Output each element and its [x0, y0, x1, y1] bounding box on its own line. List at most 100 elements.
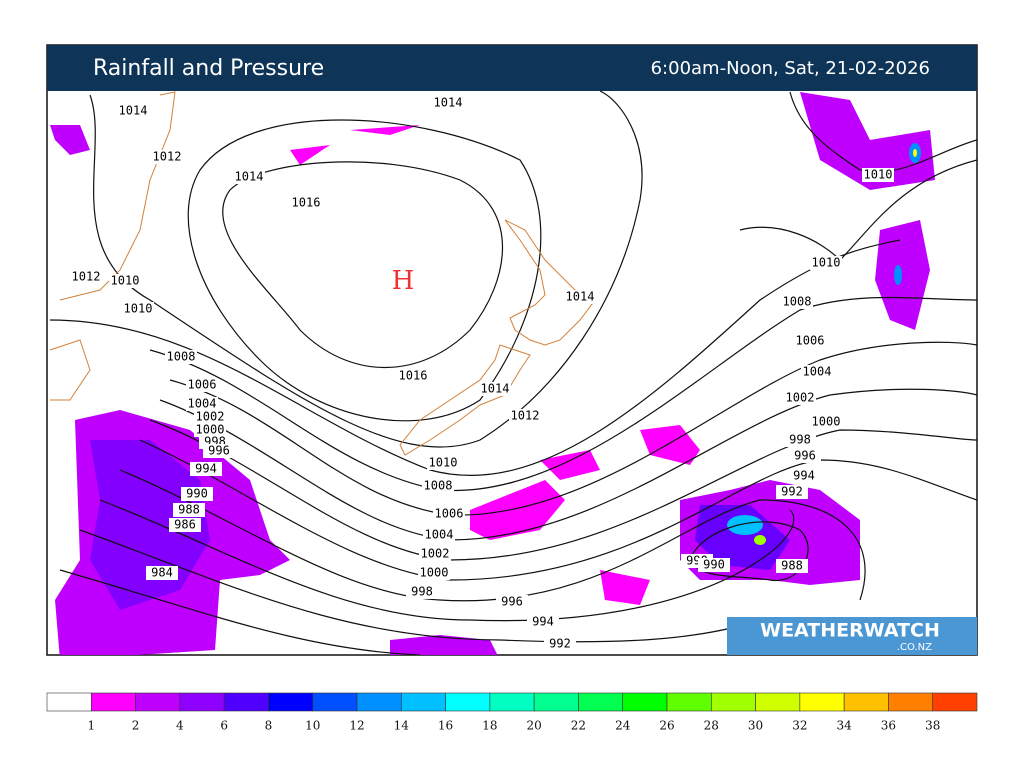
- isobar-label: 992: [781, 485, 803, 499]
- isobar-label-bg: [122, 302, 154, 316]
- legend-swatch: [533, 692, 579, 712]
- logo-box: [727, 617, 977, 655]
- isobar-label-bg: [190, 462, 222, 476]
- legend-label: 36: [881, 719, 896, 733]
- isobar-label-bg: [527, 615, 559, 629]
- map-body: [49, 91, 977, 655]
- legend-label: 18: [482, 719, 497, 733]
- isobar-label-bg: [784, 433, 816, 447]
- legend-label: 22: [571, 719, 586, 733]
- isobar-label-bg: [776, 559, 808, 573]
- isobar-label: 998: [411, 585, 433, 599]
- legend-swatch: [799, 692, 845, 712]
- isobar-label-bg: [794, 334, 826, 348]
- isobar-label: 1004: [425, 528, 454, 542]
- isobar-label: 996: [501, 595, 523, 609]
- isobars: [49, 91, 977, 655]
- isobar-label-bg: [698, 558, 730, 572]
- isobar-label-bg: [419, 547, 451, 561]
- legend-label: 30: [748, 719, 763, 733]
- legend-swatch: [46, 692, 92, 712]
- isobar-label: 988: [178, 503, 200, 517]
- isobar-label: 1010: [812, 256, 841, 270]
- isobar-label: 1002: [421, 547, 450, 561]
- legend-label: 4: [176, 719, 184, 733]
- isobar-label-bg: [433, 507, 465, 521]
- isobar-label: 1000: [196, 423, 225, 437]
- isobar-label: 1006: [435, 507, 464, 521]
- isobar-label-bg: [418, 566, 450, 580]
- isobar-label: 994: [195, 462, 217, 476]
- legend-label: 20: [527, 719, 542, 733]
- isobar-label: 984: [151, 566, 173, 580]
- isobar-label-bg: [186, 378, 218, 392]
- legend-label: 28: [704, 719, 719, 733]
- isobar-label: 1010: [429, 456, 458, 470]
- isobar-label-bg: [146, 566, 178, 580]
- isobar-label-bg: [70, 270, 102, 284]
- isobar-label-bg: [290, 196, 322, 210]
- isobar-label-bg: [432, 96, 464, 110]
- legend-label: 32: [792, 719, 807, 733]
- isobar-label-bg: [173, 503, 205, 517]
- isobar-label-bg: [233, 170, 265, 184]
- isobar-label-bg: [181, 487, 213, 501]
- isobar-label-bg: [427, 456, 459, 470]
- isobar-label: 988: [781, 559, 803, 573]
- isobar-label-bg: [397, 369, 429, 383]
- isobar-label-bg: [479, 382, 511, 396]
- isobar-label-bg: [194, 410, 226, 424]
- isobar-label: 994: [793, 469, 815, 483]
- legend-swatch: [755, 692, 801, 712]
- isobar-label: 1014: [235, 170, 264, 184]
- isobar-label: 1002: [786, 391, 815, 405]
- isobar-label-bg: [776, 485, 808, 499]
- legend-label: 8: [265, 719, 273, 733]
- legend-label: 16: [438, 719, 453, 733]
- isobar-label: 1014: [434, 96, 463, 110]
- isobar-label: 1014: [119, 104, 148, 118]
- legend-label: 38: [925, 719, 940, 733]
- isobar-label: 990: [186, 487, 208, 501]
- isobar-label-bg: [789, 449, 821, 463]
- legend-label: 26: [659, 719, 674, 733]
- legend-swatch: [489, 692, 535, 712]
- isobar-label: 1006: [796, 334, 825, 348]
- isobar-label: 992: [549, 637, 571, 651]
- legend-swatch: [90, 692, 136, 712]
- isobar-label: 996: [794, 449, 816, 463]
- legend-label: 34: [837, 719, 853, 733]
- legend-swatch: [666, 692, 712, 712]
- isobar-label: 1004: [803, 365, 832, 379]
- isobar-label: 996: [208, 444, 230, 458]
- isobar-label-bg: [544, 637, 576, 651]
- isobar-label: 994: [532, 615, 554, 629]
- legend-swatch: [356, 692, 402, 712]
- legend-swatch: [843, 692, 889, 712]
- isobar-label-bg: [169, 518, 201, 532]
- legend-swatch: [400, 692, 446, 712]
- isobar-label: 1004: [188, 397, 217, 411]
- isobar-label: 1000: [812, 415, 841, 429]
- legend-swatch: [179, 692, 225, 712]
- isobar-label: 1016: [292, 196, 321, 210]
- logo-domain: .CO.NZ: [897, 642, 932, 653]
- isobar-label: 1008: [783, 295, 812, 309]
- isobar-label: 1014: [481, 382, 510, 396]
- isobar-label-bg: [423, 528, 455, 542]
- isobar-label-bg: [186, 397, 218, 411]
- isobar-label: 1012: [511, 409, 540, 423]
- isobar-label: 1010: [111, 274, 140, 288]
- logo-name: WEATHERWATCH: [760, 620, 940, 642]
- legend-label: 14: [394, 719, 410, 733]
- isobar-label-bg: [801, 365, 833, 379]
- legend-swatch: [888, 692, 934, 712]
- legend-label: 1: [87, 719, 95, 733]
- isobar-label: 1010: [124, 302, 153, 316]
- isobar-label-bg: [862, 168, 894, 182]
- legend-swatch: [135, 692, 181, 712]
- isobar-label-bg: [406, 585, 438, 599]
- isobar-label-bg: [781, 295, 813, 309]
